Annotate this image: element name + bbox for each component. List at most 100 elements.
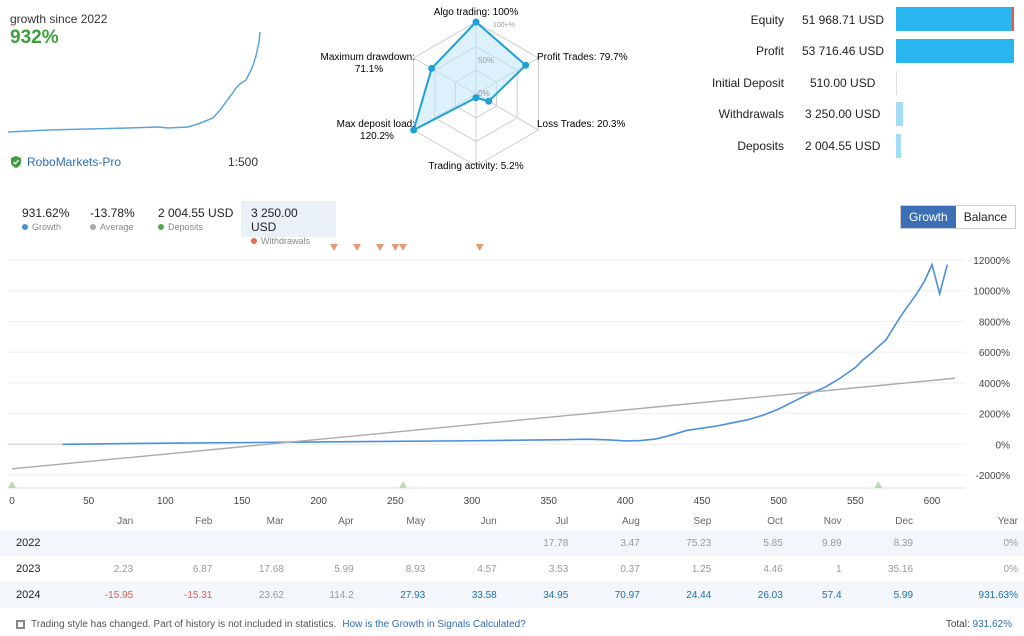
x-tick-label: 50 bbox=[83, 496, 95, 507]
summary-withdrawals[interactable]: 3 250.00 USD Withdrawals bbox=[241, 201, 336, 246]
month-cell bbox=[431, 530, 503, 556]
y-tick-label: 8000% bbox=[979, 317, 1010, 328]
balance-toggle-button[interactable]: Balance bbox=[963, 210, 1008, 224]
month-cell: 3.53 bbox=[548, 563, 569, 575]
stat-profit-bar bbox=[896, 39, 1014, 63]
deposits-dot bbox=[158, 224, 164, 230]
month-cell: 17.78 bbox=[502, 530, 575, 556]
year-cell: 2024 bbox=[0, 582, 60, 608]
radar-scale-50: 50% bbox=[478, 56, 494, 65]
month-cell: 6.87 bbox=[192, 563, 213, 575]
summary-withdrawals-label: Withdrawals bbox=[261, 236, 311, 246]
mini-growth-chart bbox=[8, 31, 261, 133]
month-cell: 4.57 bbox=[477, 563, 497, 575]
growth-chart: 0 50 100 150 200 250 300 350 400 450 500 550 600 120… bbox=[8, 244, 1011, 507]
summary-deposits[interactable]: 2 004.55 USD Deposits bbox=[148, 201, 243, 237]
radar-label-load: Max deposit load: bbox=[337, 119, 415, 130]
month-cell: 1 bbox=[835, 563, 842, 575]
withdrawal-marker bbox=[391, 244, 400, 251]
summary-deposits-label: Deposits bbox=[168, 222, 204, 232]
stat-equity-value: 51 968.71 USD bbox=[802, 13, 885, 27]
month-cell: 35.16 bbox=[888, 563, 914, 575]
stat-deposits-bar bbox=[896, 134, 901, 158]
x-tick-label: 400 bbox=[617, 496, 634, 507]
radar-label-algo: Algo trading: 100% bbox=[434, 7, 519, 18]
growth-dot bbox=[22, 224, 28, 230]
month-cell: 8.93 bbox=[405, 563, 426, 575]
month-cell: 931.63% bbox=[919, 582, 1024, 608]
equity-marker bbox=[1012, 7, 1014, 31]
table-row: 2022 17.78 3.47 75.23 5.85 9.89 8.39 0% bbox=[0, 530, 1024, 556]
shield-check-icon bbox=[11, 156, 21, 168]
summary-growth[interactable]: 931.62% Growth bbox=[12, 201, 79, 237]
stat-profit-value: 53 716.46 USD bbox=[802, 44, 885, 58]
average-line bbox=[11, 377, 956, 470]
radar-label-drawdown: Maximum drawdown: bbox=[321, 52, 415, 63]
monthly-table: Jan Feb Mar Apr May Jun Jul Aug Sep Oct Nov Dec Year… bbox=[0, 512, 1024, 608]
deposit-marker bbox=[8, 481, 16, 488]
month-header: Jan bbox=[117, 515, 134, 527]
broker-name[interactable]: RoboMarkets-Pro bbox=[10, 155, 121, 169]
month-cell: 33.58 bbox=[431, 582, 503, 608]
average-dot bbox=[90, 224, 96, 230]
month-cell: 17.68 bbox=[258, 563, 284, 575]
month-cell: 0% bbox=[1003, 563, 1018, 575]
withdrawals-dot bbox=[251, 238, 257, 244]
month-cell bbox=[289, 530, 360, 556]
month-cell: -15.31 bbox=[139, 582, 219, 608]
month-cell: 0% bbox=[919, 530, 1024, 556]
total-value: 931.62% bbox=[972, 619, 1012, 630]
x-tick-label: 150 bbox=[234, 496, 251, 507]
month-header: Dec bbox=[895, 515, 914, 527]
growth-line bbox=[62, 262, 949, 446]
stat-withdrawals-label: Withdrawals bbox=[718, 107, 784, 121]
radar-scale-0: 0% bbox=[478, 89, 490, 98]
summary-average[interactable]: -13.78% Average bbox=[80, 201, 145, 237]
x-tick-label: 300 bbox=[464, 496, 481, 507]
month-header: May bbox=[406, 515, 426, 527]
y-tick-label: 12000% bbox=[973, 256, 1010, 267]
month-header: Aug bbox=[621, 515, 640, 527]
footer-note: Trading style has changed. Part of histo… bbox=[16, 619, 526, 630]
growth-since-label: growth since 2022 bbox=[10, 12, 108, 26]
deposit-marker bbox=[399, 481, 407, 488]
radar-chart: 100+% 50% 0% Algo trading: 100% Profit T… bbox=[321, 7, 628, 172]
growth-toggle-button[interactable]: Growth bbox=[901, 206, 956, 228]
x-tick-label: 500 bbox=[770, 496, 787, 507]
y-tick-label: -2000% bbox=[976, 471, 1011, 482]
info-icon bbox=[16, 620, 25, 629]
month-cell: 70.97 bbox=[574, 582, 646, 608]
month-cell: 3.47 bbox=[574, 530, 646, 556]
month-header: Mar bbox=[266, 515, 284, 527]
withdrawal-marker bbox=[353, 244, 361, 251]
summary-average-value: -13.78% bbox=[90, 206, 135, 220]
y-tick-label: 4000% bbox=[979, 379, 1010, 390]
withdrawal-marker bbox=[330, 244, 338, 251]
month-cell: 1.25 bbox=[691, 563, 712, 575]
stat-deposits-value: 2 004.55 USD bbox=[805, 139, 881, 153]
month-cell: 5.99 bbox=[847, 582, 920, 608]
x-tick-label: 350 bbox=[540, 496, 557, 507]
month-cell bbox=[359, 530, 432, 556]
radar-label-load-val: 120.2% bbox=[360, 131, 394, 142]
radar-label-activity: Trading activity: 5.2% bbox=[428, 161, 523, 172]
radar-point bbox=[472, 18, 480, 26]
month-cell: 9.89 bbox=[788, 530, 848, 556]
growth-calc-link[interactable]: How is the Growth in Signals Calculated? bbox=[342, 619, 526, 630]
month-cell bbox=[218, 530, 290, 556]
summary-growth-value: 931.62% bbox=[22, 206, 70, 220]
stat-initial-label: Initial Deposit bbox=[711, 76, 784, 90]
month-header: Sep bbox=[693, 515, 712, 527]
month-cell: -15.95 bbox=[60, 582, 140, 608]
month-cell: 24.44 bbox=[645, 582, 718, 608]
total: Total: 931.62% bbox=[946, 619, 1012, 630]
radar-point bbox=[485, 97, 493, 105]
y-tick-label: 0% bbox=[996, 440, 1011, 451]
month-header: Jul bbox=[555, 515, 569, 527]
stat-deposits-label: Deposits bbox=[737, 139, 784, 153]
stat-withdrawals-bar bbox=[896, 102, 903, 126]
x-tick-label: 200 bbox=[310, 496, 327, 507]
stat-withdrawals-value: 3 250.00 USD bbox=[805, 107, 881, 121]
year-header bbox=[0, 512, 60, 530]
x-tick-label: 450 bbox=[694, 496, 711, 507]
